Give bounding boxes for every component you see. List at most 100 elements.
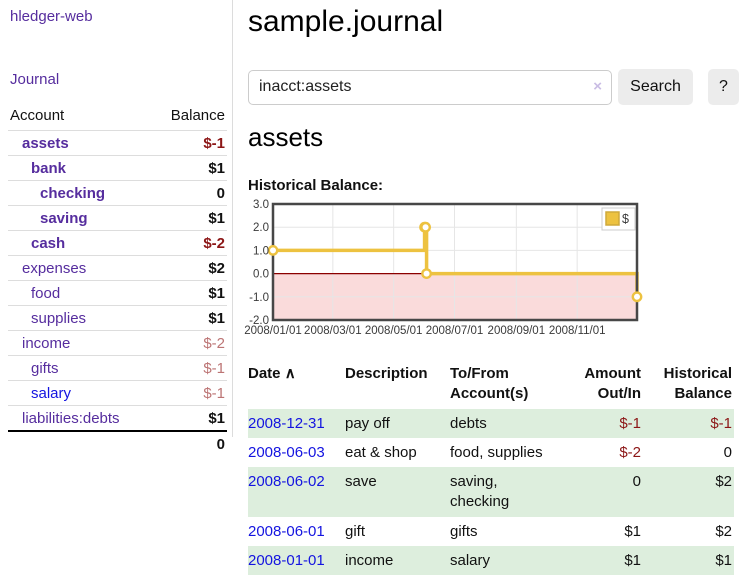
accounts-table: Account Balance assets $-1 bank $1 checkin… — [8, 103, 227, 456]
svg-text:-2.0: -2.0 — [249, 315, 269, 327]
account-balance: $-1 — [158, 130, 227, 156]
account-balance: $-1 — [158, 380, 227, 406]
account-row: checking 0 — [8, 180, 227, 206]
account-row: saving $1 — [8, 205, 227, 231]
transaction-amount: $-1 — [619, 414, 641, 432]
transaction-description: pay off — [345, 414, 390, 432]
account-balance: 0 — [158, 180, 227, 206]
account-balance: $2 — [158, 255, 227, 281]
balance-col-header: Balance — [170, 107, 225, 124]
account-row: food $1 — [8, 280, 227, 306]
svg-text:1.0: 1.0 — [253, 245, 269, 257]
help-button[interactable]: ? — [708, 69, 739, 105]
register-row: 2008-12-31 pay off debts $-1 $-1 — [248, 408, 734, 438]
search-button[interactable]: Search — [618, 69, 693, 105]
account-row: bank $1 — [8, 155, 227, 181]
transaction-date-link[interactable]: 2008-06-03 — [248, 443, 325, 461]
transaction-date-link[interactable]: 2008-06-01 — [248, 522, 325, 540]
search-input[interactable] — [248, 69, 612, 105]
transaction-amount: $-2 — [619, 443, 641, 461]
svg-text:2008/05/01: 2008/05/01 — [365, 325, 423, 337]
account-row: supplies $1 — [8, 305, 227, 331]
transaction-balance: 0 — [723, 443, 732, 461]
register-table: Date ∧ Description To/From Account(s) Am… — [248, 360, 734, 575]
account-balance: $-2 — [158, 330, 227, 356]
transaction-accounts: food, supplies — [450, 443, 543, 461]
transaction-accounts: gifts — [450, 522, 478, 540]
register-header-accounts: To/From Account(s) — [450, 365, 529, 403]
account-row: assets $-1 — [8, 130, 227, 156]
register-header-amount: Amount Out/In — [584, 365, 641, 403]
app-brand-link[interactable]: hledger-web — [10, 8, 93, 25]
register-row: 2008-06-01 gift gifts $1 $2 — [248, 517, 734, 546]
account-row: income $-2 — [8, 330, 227, 356]
account-link-cash[interactable]: cash — [31, 235, 66, 252]
transaction-accounts: saving, checking — [450, 473, 510, 511]
sidebar-item-journal[interactable]: Journal — [10, 71, 60, 88]
svg-text:2.0: 2.0 — [253, 222, 269, 234]
chart-section-label: Historical Balance: — [248, 177, 384, 194]
transaction-amount: $1 — [624, 522, 641, 540]
sidebar: hledger-web Journal Account Balance asse… — [0, 0, 233, 456]
account-link-bank[interactable]: bank — [31, 160, 67, 177]
account-link-expenses[interactable]: expenses — [22, 260, 87, 277]
svg-text:2008/11/01: 2008/11/01 — [549, 325, 606, 337]
transaction-date-link[interactable]: 2008-06-02 — [248, 473, 325, 490]
sort-asc-icon: ∧ — [284, 365, 296, 382]
account-row: expenses $2 — [8, 255, 227, 281]
transaction-amount: 0 — [632, 473, 641, 490]
transaction-description: save — [345, 473, 377, 490]
account-row: liabilities:debts $1 — [8, 405, 227, 431]
register-header-balance: Historical Balance — [663, 365, 732, 403]
transaction-date-link[interactable]: 2008-01-01 — [248, 551, 325, 569]
transaction-balance: $2 — [715, 522, 732, 540]
svg-text:0.0: 0.0 — [253, 269, 269, 281]
register-row: 2008-06-02 save saving, checking 0 $2 — [248, 467, 734, 517]
register-row: 2008-06-03 eat & shop food, supplies $-2… — [248, 438, 734, 467]
account-balance: $1 — [158, 155, 227, 181]
transaction-balance: $1 — [715, 551, 732, 569]
transaction-description: eat & shop — [345, 443, 417, 461]
svg-text:2008/03/01: 2008/03/01 — [304, 325, 362, 337]
clear-search-icon[interactable]: × — [593, 77, 602, 95]
svg-text:2008/09/01: 2008/09/01 — [488, 325, 546, 337]
svg-text:-1.0: -1.0 — [249, 292, 269, 304]
account-link-income[interactable]: income — [22, 335, 71, 352]
register-header-description: Description — [345, 365, 428, 382]
accounts-col-header: Account — [10, 107, 65, 124]
main-content: sample.journal × Search ? assets Histori… — [244, 0, 739, 575]
account-link-salary[interactable]: salary — [31, 385, 72, 402]
account-link-liabilities-debts[interactable]: liabilities:debts — [22, 410, 120, 427]
accounts-total-value: 0 — [158, 430, 227, 456]
account-link-saving[interactable]: saving — [40, 210, 88, 227]
svg-text:$: $ — [622, 212, 629, 226]
account-row: gifts $-1 — [8, 355, 227, 381]
search-form: × Search ? — [248, 69, 739, 105]
transaction-description: income — [345, 551, 394, 569]
account-balance: $-1 — [158, 355, 227, 381]
transaction-description: gift — [345, 522, 366, 540]
account-row: cash $-2 — [8, 230, 227, 256]
transaction-accounts: salary — [450, 551, 491, 569]
transaction-balance: $-1 — [710, 414, 732, 432]
register-header-date[interactable]: Date ∧ — [248, 365, 296, 382]
account-row: salary $-1 — [8, 380, 227, 406]
account-balance: $1 — [158, 205, 227, 231]
accounts-total-row: 0 — [8, 430, 227, 456]
account-link-assets[interactable]: assets — [22, 135, 69, 152]
account-link-checking[interactable]: checking — [40, 185, 106, 202]
transaction-amount: $1 — [624, 551, 641, 569]
svg-text:2008/07/01: 2008/07/01 — [426, 325, 484, 337]
account-link-gifts[interactable]: gifts — [31, 360, 59, 377]
transaction-accounts: debts — [450, 414, 487, 432]
account-balance: $1 — [158, 305, 227, 331]
account-page-title: assets — [248, 122, 324, 152]
account-balance: $1 — [158, 280, 227, 306]
account-link-supplies[interactable]: supplies — [31, 310, 87, 327]
svg-text:3.0: 3.0 — [253, 199, 269, 211]
account-link-food[interactable]: food — [31, 285, 61, 302]
account-balance: $1 — [158, 405, 227, 431]
svg-text:2008/01/01: 2008/01/01 — [244, 325, 302, 337]
transaction-date-link[interactable]: 2008-12-31 — [248, 414, 325, 432]
